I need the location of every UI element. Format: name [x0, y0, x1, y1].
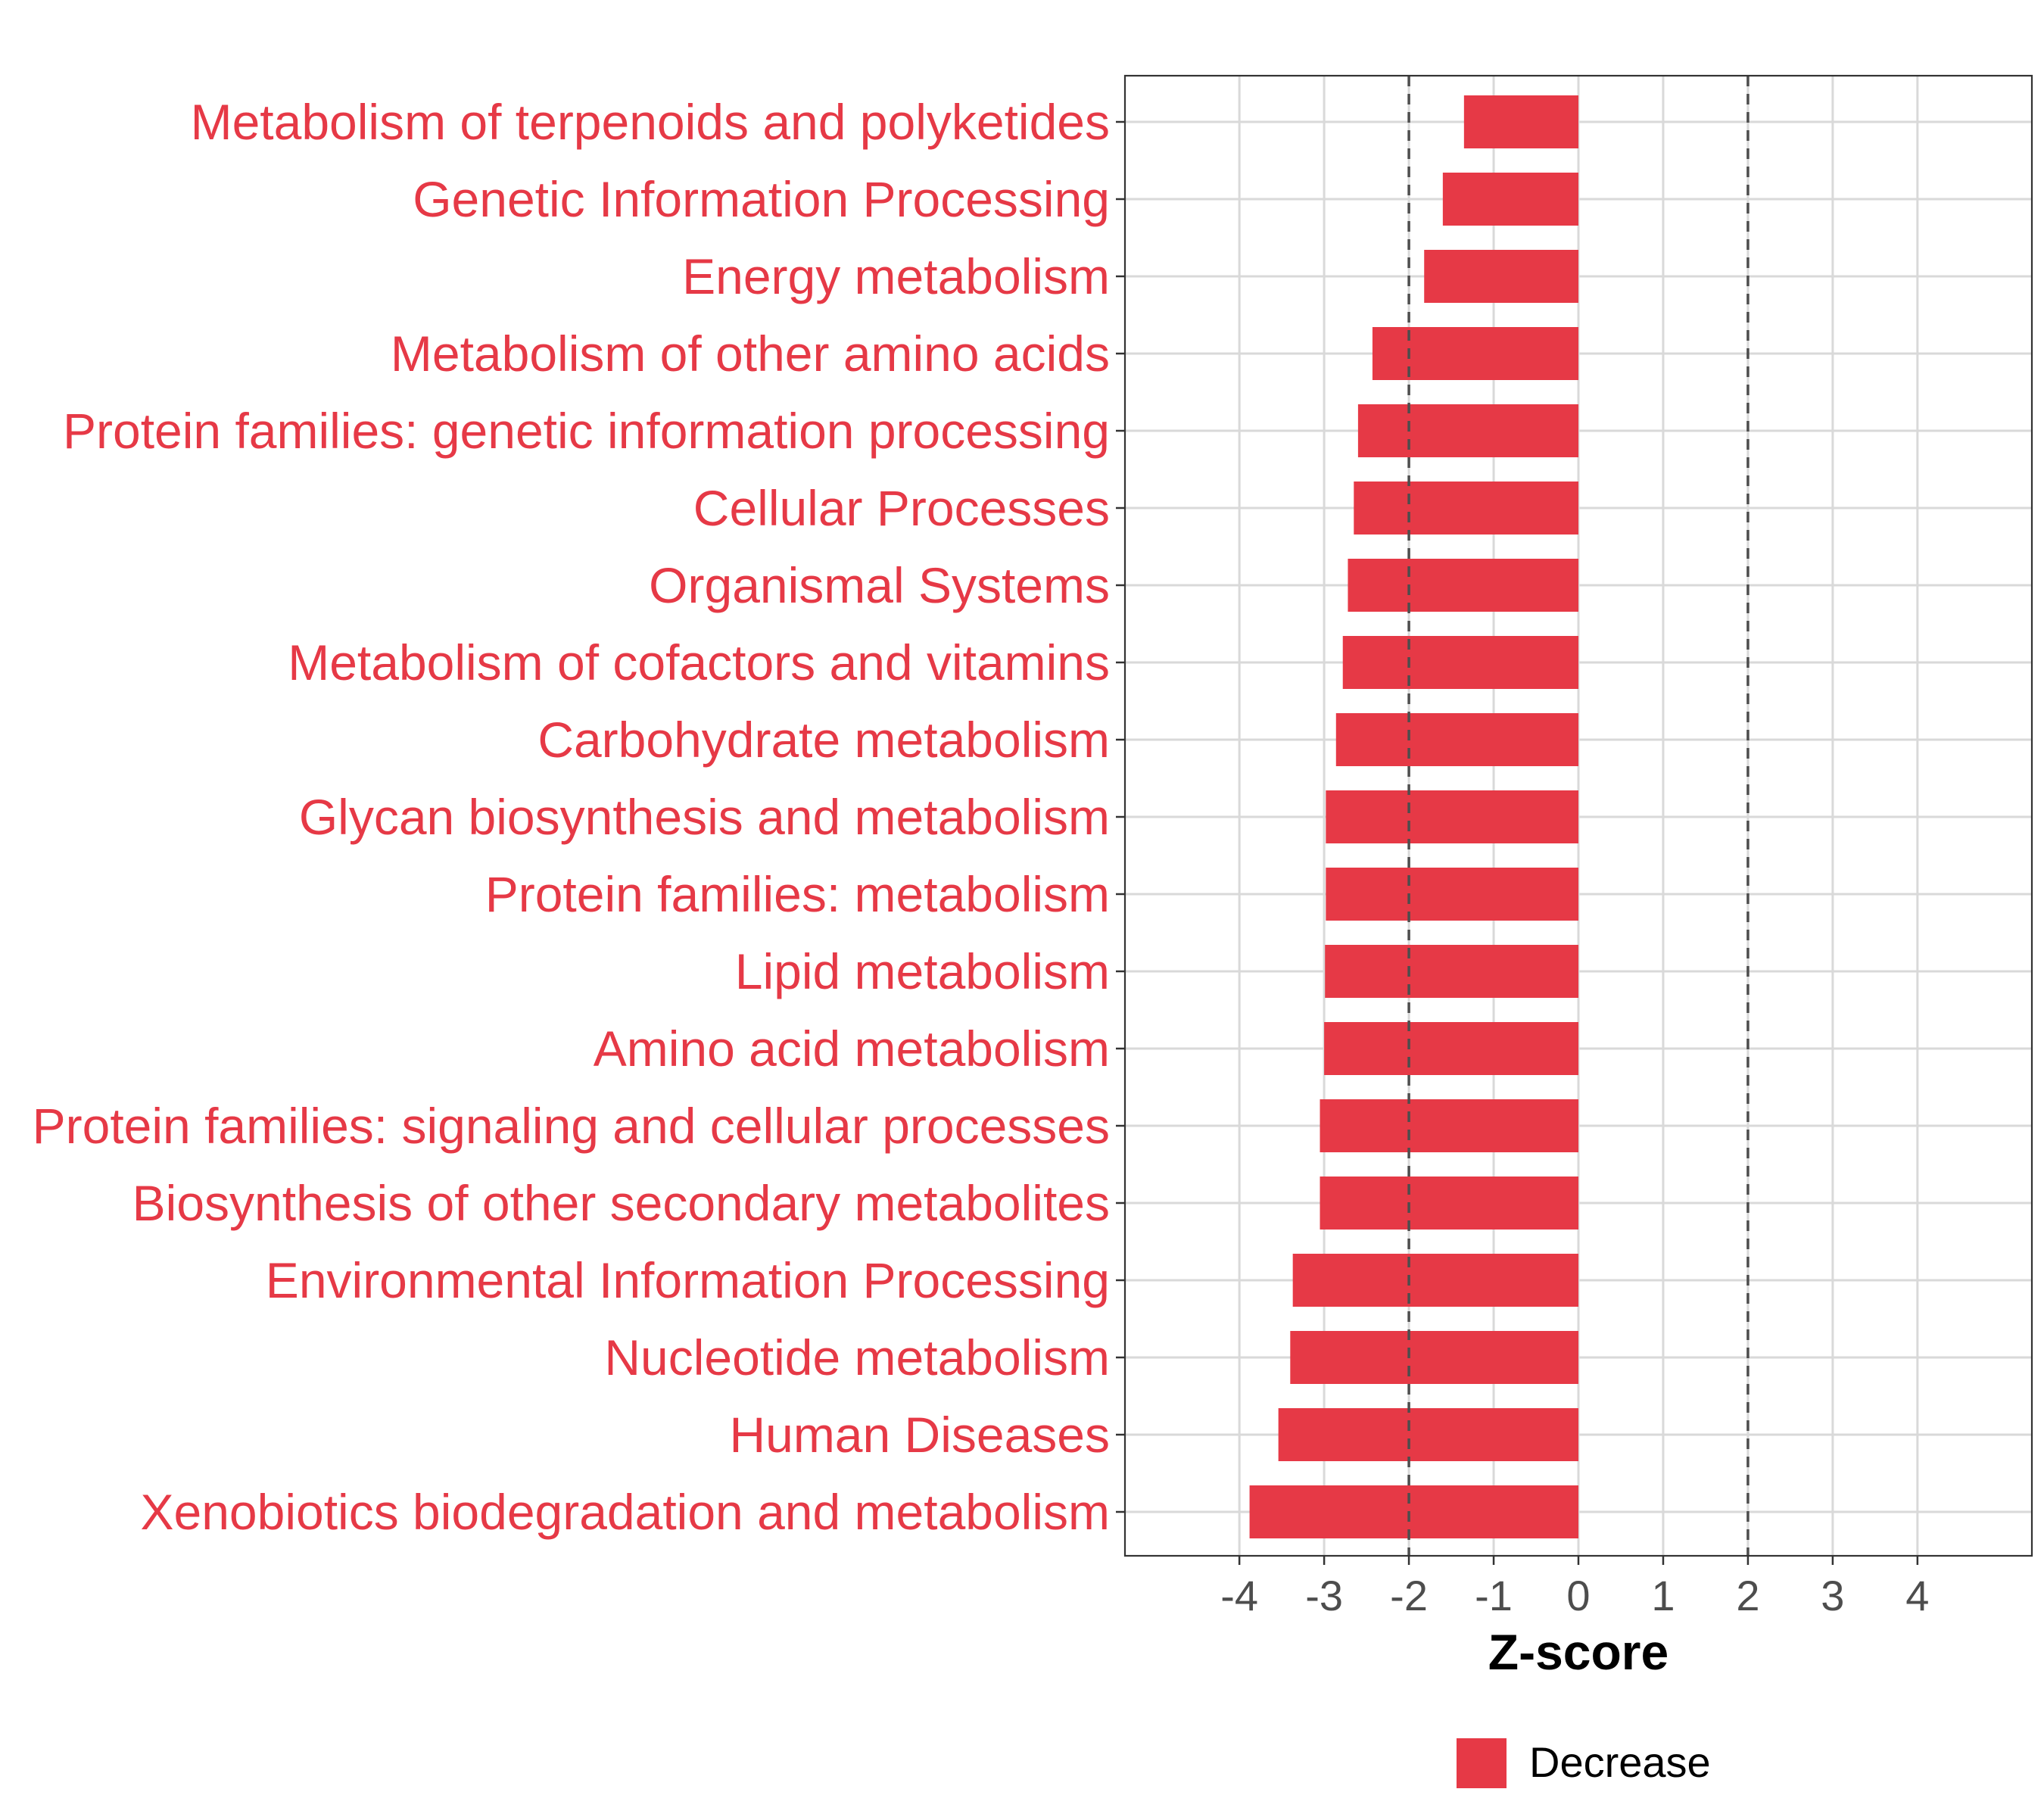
bar: [1326, 868, 1578, 921]
bar: [1249, 1485, 1578, 1538]
legend-label: Decrease: [1529, 1738, 1711, 1786]
bar: [1357, 404, 1578, 457]
category-label: Nucleotide metabolism: [604, 1329, 1110, 1385]
bar: [1278, 1408, 1578, 1461]
category-label: Genetic Information Processing: [413, 171, 1110, 227]
x-tick-label: 0: [1566, 1572, 1590, 1619]
x-tick-label: 3: [1821, 1572, 1844, 1619]
bar: [1424, 250, 1578, 303]
category-label: Metabolism of cofactors and vitamins: [288, 634, 1110, 690]
bar: [1292, 1254, 1578, 1307]
bars: [1249, 95, 1578, 1538]
category-label: Carbohydrate metabolism: [537, 712, 1110, 768]
bar: [1463, 95, 1578, 148]
bar: [1325, 945, 1578, 998]
category-label: Cellular Processes: [693, 480, 1110, 536]
bar: [1442, 173, 1578, 226]
x-tick-label: 2: [1736, 1572, 1759, 1619]
x-axis-title: Z-score: [1488, 1624, 1669, 1680]
bar: [1326, 790, 1578, 843]
reference-lines: [1407, 76, 1750, 1556]
x-tick-label: -2: [1390, 1572, 1428, 1619]
category-label: Protein families: genetic information pr…: [63, 403, 1110, 459]
bar: [1335, 713, 1578, 766]
category-label: Glycan biosynthesis and metabolism: [299, 789, 1110, 845]
bar: [1348, 559, 1578, 612]
category-label: Biosynthesis of other secondary metaboli…: [132, 1175, 1110, 1231]
legend-swatch: [1457, 1738, 1507, 1788]
x-tick-label: -1: [1475, 1572, 1513, 1619]
bar: [1342, 636, 1578, 689]
category-labels: Metabolism of terpenoids and polyketides…: [33, 94, 1125, 1540]
x-tick-label: -3: [1305, 1572, 1343, 1619]
bar: [1354, 482, 1578, 535]
bar: [1290, 1331, 1578, 1384]
category-label: Metabolism of other amino acids: [391, 326, 1110, 382]
category-label: Protein families: metabolism: [485, 866, 1110, 922]
category-label: Lipid metabolism: [735, 943, 1110, 999]
x-axis: -4 -3 -2 -1 0 1 2 3 4: [1220, 1556, 1929, 1619]
category-label: Xenobiotics biodegradation and metabolis…: [141, 1484, 1111, 1540]
legend: Decrease: [1457, 1738, 1711, 1788]
category-label: Environmental Information Processing: [266, 1252, 1110, 1308]
category-label: Organismal Systems: [649, 557, 1110, 613]
x-tick-label: -4: [1220, 1572, 1258, 1619]
bar: [1372, 327, 1578, 380]
category-label: Protein families: signaling and cellular…: [33, 1098, 1110, 1154]
x-tick-label: 1: [1651, 1572, 1675, 1619]
category-label: Energy metabolism: [682, 248, 1110, 304]
x-tick-label: 4: [1905, 1572, 1929, 1619]
bar: [1324, 1022, 1578, 1075]
category-label: Human Diseases: [729, 1407, 1110, 1463]
category-label: Metabolism of terpenoids and polyketides: [191, 94, 1110, 150]
bar: [1320, 1099, 1578, 1152]
category-label: Amino acid metabolism: [594, 1021, 1110, 1077]
bar: [1320, 1177, 1578, 1230]
